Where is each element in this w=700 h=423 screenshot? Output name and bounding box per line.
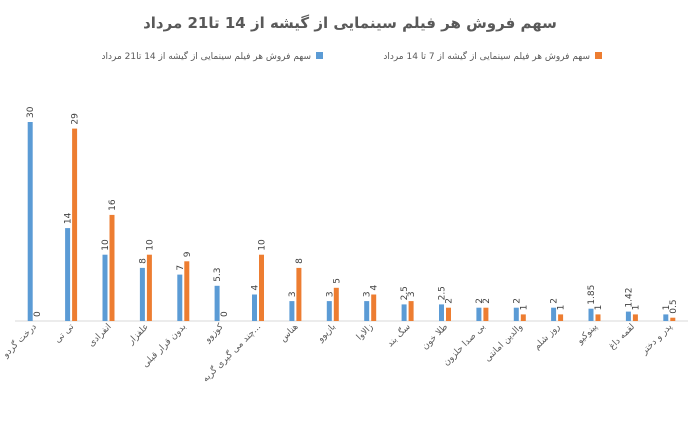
category-label-14: روز شلم bbox=[532, 322, 562, 352]
legend-item-series-2: سهم فروش هر فیلم سینمایی از گیشه از 7 تا… bbox=[383, 50, 602, 62]
data-label-series-1-17: 1 bbox=[662, 305, 672, 311]
data-label-series-2-4: 9 bbox=[183, 251, 193, 257]
bar-series-1-16 bbox=[625, 311, 631, 321]
bar-series-2-2 bbox=[109, 214, 115, 321]
category-label-16: لقمه داغ bbox=[607, 322, 637, 352]
bar-series-1-2 bbox=[102, 254, 108, 321]
data-label-series-2-13: 1 bbox=[519, 305, 529, 311]
legend-item-series-1: سهم فروش هر فیلم سینمایی از گیشه از 14 ت… bbox=[101, 50, 323, 62]
data-label-series-2-8: 5 bbox=[332, 278, 342, 284]
bar-series-1-15 bbox=[588, 308, 594, 321]
legend-swatch-series-1 bbox=[316, 52, 323, 59]
data-label-series-2-3: 10 bbox=[145, 239, 155, 251]
data-label-series-2-14: 1 bbox=[557, 305, 567, 311]
bar-series-1-14 bbox=[551, 307, 557, 321]
data-label-series-1-4: 7 bbox=[176, 265, 186, 271]
bar-series-2-13 bbox=[520, 314, 526, 321]
category-label-8: بازیوو bbox=[315, 322, 338, 345]
data-label-series-1-10: 2.5 bbox=[400, 286, 410, 300]
bar-series-1-7 bbox=[289, 301, 295, 321]
data-label-series-1-1: 14 bbox=[64, 212, 74, 224]
category-label-6: چند می گیری گریه... bbox=[199, 321, 263, 385]
legend-label-series-1: سهم فروش هر فیلم سینمایی از گیشه از 14 ت… bbox=[101, 50, 311, 62]
legend-swatch-series-2 bbox=[595, 52, 602, 59]
bar-series-2-6 bbox=[259, 254, 264, 321]
data-label-series-2-2: 16 bbox=[108, 199, 118, 211]
data-label-series-2-0: 0 bbox=[33, 311, 43, 317]
data-label-series-2-7: 8 bbox=[295, 258, 305, 264]
chart-title: سهم فروش هر فیلم سینمایی از گیشه از 14 ت… bbox=[143, 14, 557, 32]
data-label-series-1-0: 30 bbox=[26, 106, 36, 118]
bar-series-1-5 bbox=[214, 285, 220, 321]
legend-label-series-2: سهم فروش هر فیلم سینمایی از گیشه از 7 تا… bbox=[383, 50, 590, 62]
data-label-series-2-10: 3 bbox=[407, 291, 417, 297]
bar-series-2-4 bbox=[184, 261, 190, 321]
bar-series-1-11 bbox=[439, 304, 444, 321]
data-label-series-1-3: 8 bbox=[138, 258, 148, 264]
bar-series-1-4 bbox=[177, 274, 183, 321]
bar-series-2-11 bbox=[446, 307, 451, 321]
bar-series-2-7 bbox=[296, 267, 302, 321]
bar-series-1-10 bbox=[401, 304, 407, 321]
category-label-2: انفرادی bbox=[87, 322, 114, 349]
category-label-9: زالاوا bbox=[355, 322, 375, 342]
category-label-17: پدر و دختر bbox=[639, 322, 675, 358]
bar-series-1-9 bbox=[364, 301, 370, 321]
bar-series-1-13 bbox=[513, 307, 519, 321]
data-label-series-2-12: 2 bbox=[482, 298, 492, 304]
bar-series-2-14 bbox=[558, 314, 564, 321]
category-label-11: طلا خون bbox=[420, 322, 450, 352]
category-label-15: پینوکیو bbox=[575, 322, 600, 347]
category-label-13: والدین امانتی bbox=[483, 322, 525, 364]
data-label-series-1-13: 2 bbox=[512, 298, 522, 304]
bar-series-2-12 bbox=[483, 307, 489, 321]
category-label-5: کوزوو bbox=[202, 322, 226, 346]
legend: سهم فروش هر فیلم سینمایی از گیشه از 7 تا… bbox=[101, 50, 602, 62]
data-label-series-1-15: 1.85 bbox=[587, 285, 597, 305]
data-label-series-2-16: 1 bbox=[631, 305, 641, 311]
data-label-series-1-12: 2 bbox=[475, 298, 485, 304]
category-label-10: سگ بند bbox=[384, 321, 413, 350]
data-label-series-2-5: 0 bbox=[220, 311, 230, 317]
data-label-series-1-8: 3 bbox=[325, 291, 335, 297]
bar-series-2-17 bbox=[670, 317, 676, 321]
bar-series-2-3 bbox=[146, 254, 152, 321]
bar-series-1-1 bbox=[65, 228, 71, 321]
data-label-series-1-9: 3 bbox=[363, 291, 373, 297]
category-label-1: تی تی bbox=[53, 322, 77, 346]
bar-series-1-12 bbox=[476, 307, 482, 321]
data-label-series-1-11: 2.5 bbox=[438, 286, 448, 300]
data-label-series-1-7: 3 bbox=[288, 291, 298, 297]
bar-series-1-0 bbox=[27, 122, 33, 321]
category-label-3: علفزار bbox=[126, 322, 151, 347]
bar-series-1-17 bbox=[663, 314, 669, 321]
category-label-7: هناس bbox=[278, 322, 300, 344]
data-label-series-1-6: 4 bbox=[251, 285, 261, 291]
bar-series-1-8 bbox=[326, 301, 332, 321]
bar-series-2-16 bbox=[632, 314, 638, 321]
data-label-series-2-6: 10 bbox=[258, 239, 268, 251]
data-label-series-1-16: 1.42 bbox=[624, 288, 634, 308]
bar-series-2-9 bbox=[371, 294, 377, 321]
data-label-series-2-17: 0.5 bbox=[669, 299, 679, 313]
category-label-0: درخت گردو bbox=[0, 321, 39, 361]
data-label-series-1-2: 10 bbox=[101, 239, 111, 251]
bar-series-2-15 bbox=[595, 314, 601, 321]
data-label-series-2-15: 1 bbox=[594, 305, 604, 311]
bars-group bbox=[27, 122, 676, 321]
bar-series-1-3 bbox=[139, 267, 145, 321]
data-label-series-1-14: 2 bbox=[550, 298, 560, 304]
bar-series-2-1 bbox=[72, 128, 78, 321]
bar-series-2-8 bbox=[333, 287, 339, 321]
data-label-series-2-11: 2 bbox=[445, 298, 455, 304]
data-label-series-2-9: 4 bbox=[370, 285, 380, 291]
bar-series-2-10 bbox=[408, 301, 414, 321]
data-label-series-2-1: 29 bbox=[71, 113, 81, 125]
data-label-series-1-5: 5.3 bbox=[213, 267, 223, 281]
bar-series-1-6 bbox=[252, 294, 257, 321]
